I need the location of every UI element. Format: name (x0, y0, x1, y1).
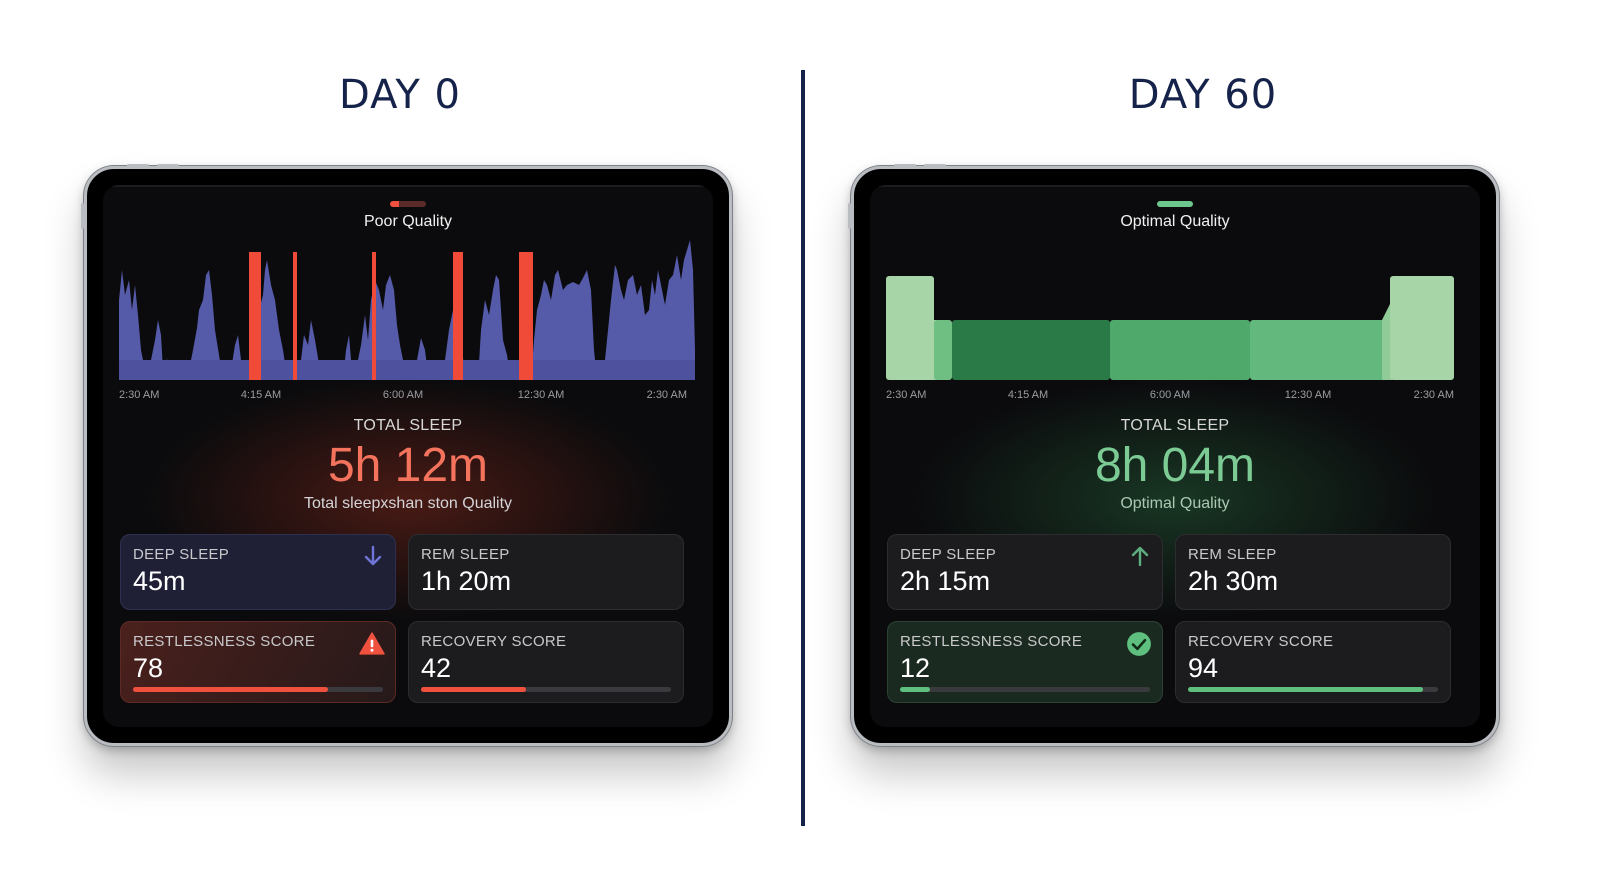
time-axis-label: 2:30 AM (1414, 389, 1454, 400)
tablet-button (924, 164, 946, 167)
warning-icon (359, 632, 385, 655)
restlessness-score-card[interactable]: RESTLESSNESS SCORE 78 (120, 621, 396, 703)
total-sleep-value: 8h 04m (1094, 439, 1256, 492)
deep-sleep-card[interactable]: DEEP SLEEP 2h 15m (887, 534, 1163, 610)
day-60-title: DAY 60 (1128, 72, 1278, 118)
card-value: 12 (900, 653, 931, 683)
time-axis-label: 2:30 AM (886, 389, 926, 400)
screen-top-line (103, 185, 713, 187)
total-sleep-label: TOTAL SLEEP (1120, 417, 1230, 434)
time-axis-label: 12:30 AM (1285, 389, 1331, 400)
card-label: DEEP SLEEP (900, 546, 997, 563)
tablet-button (157, 164, 179, 167)
disruption-bar (372, 252, 376, 380)
quality-indicator-pill (390, 201, 426, 207)
quality-indicator-pill (1157, 201, 1193, 207)
card-value: 78 (133, 653, 164, 683)
recovery-score-card[interactable]: RECOVERY SCORE 42 (408, 621, 684, 703)
total-sleep-caption: Optimal Quality (1120, 495, 1230, 512)
recovery-progress-fill (1188, 687, 1423, 692)
time-axis-label: 12:30 AM (518, 389, 564, 400)
check-circle-icon (1127, 632, 1151, 656)
total-sleep-caption: Total sleepxshan ston Quality (303, 495, 513, 512)
card-value: 94 (1188, 653, 1219, 683)
day-0-title: DAY 0 (339, 72, 461, 118)
screen-day-60: Optimal Quality 2:30 AM 4:15 AM 6:00 AM … (870, 185, 1480, 727)
card-value: 2h 15m (900, 566, 991, 596)
sleep-chart-day-60: 2:30 AM 4:15 AM 6:00 AM 12:30 AM 2:30 AM (886, 276, 1454, 400)
time-axis-label: 4:15 AM (241, 389, 281, 400)
disruption-bar (249, 252, 261, 380)
restlessness-progress-fill (133, 687, 328, 692)
rem-sleep-card[interactable]: REM SLEEP 2h 30m (1175, 534, 1451, 610)
card-value: 45m (133, 566, 186, 596)
sleep-chart-day-0: 2:30 AM 4:15 AM 6:00 AM 12:30 AM 2:30 AM (119, 240, 695, 400)
card-value: 2h 30m (1188, 566, 1279, 596)
restlessness-progress-track (900, 687, 1150, 692)
arrow-down-icon (364, 545, 382, 566)
card-label: DEEP SLEEP (133, 546, 230, 563)
time-axis-label: 2:30 AM (119, 389, 159, 400)
baseline-band (119, 360, 695, 380)
sleep-stage-block (1390, 276, 1454, 380)
tablet-button (894, 164, 916, 167)
sleep-stage-block (934, 320, 952, 380)
tablet-side-button (81, 203, 84, 229)
total-sleep-value: 5h 12m (327, 439, 489, 492)
sleep-stage-block (952, 320, 1110, 380)
comparison-divider (801, 70, 805, 826)
deep-sleep-card[interactable]: DEEP SLEEP 45m (120, 534, 396, 610)
quality-label: Poor Quality (363, 213, 453, 230)
disruption-bar (453, 252, 463, 380)
card-label: RECOVERY SCORE (1188, 633, 1334, 650)
tablet-side-button (848, 203, 851, 229)
screen-day-0: Poor Quality 2:30 AM 4:15 AM 6:00 AM 12:… (103, 185, 713, 727)
disruption-bar (519, 252, 533, 380)
quality-label: Optimal Quality (1120, 213, 1230, 230)
screen-top-line (870, 185, 1480, 187)
recovery-progress-fill (421, 687, 526, 692)
time-axis-label: 6:00 AM (1150, 389, 1190, 400)
tablet-day-60: Optimal Quality 2:30 AM 4:15 AM 6:00 AM … (848, 164, 1499, 746)
restlessness-progress-fill (900, 687, 930, 692)
card-label: RESTLESSNESS SCORE (900, 633, 1083, 650)
disruption-bar (293, 252, 297, 380)
card-value: 42 (421, 653, 452, 683)
card-label: RECOVERY SCORE (421, 633, 567, 650)
total-sleep-label: TOTAL SLEEP (353, 417, 463, 434)
sleep-stage-transition (1382, 300, 1392, 380)
recovery-score-card[interactable]: RECOVERY SCORE 94 (1175, 621, 1451, 703)
card-label: RESTLESSNESS SCORE (133, 633, 316, 650)
restlessness-progress-track (133, 687, 383, 692)
time-axis-label: 6:00 AM (383, 389, 423, 400)
time-axis-label: 2:30 AM (647, 389, 687, 400)
recovery-progress-track (1188, 687, 1438, 692)
tablet-day-0: Poor Quality 2:30 AM 4:15 AM 6:00 AM 12:… (81, 164, 732, 746)
card-label: REM SLEEP (421, 546, 510, 563)
tablet-button (127, 164, 149, 167)
time-axis-label: 4:15 AM (1008, 389, 1048, 400)
sleep-stage-block (886, 276, 934, 380)
restlessness-score-card[interactable]: RESTLESSNESS SCORE 12 (887, 621, 1163, 703)
sleep-activity-area (119, 240, 695, 380)
card-label: REM SLEEP (1188, 546, 1277, 563)
sleep-stage-block (1250, 320, 1388, 380)
rem-sleep-card[interactable]: REM SLEEP 1h 20m (408, 534, 684, 610)
recovery-progress-track (421, 687, 671, 692)
sleep-stage-block (1110, 320, 1250, 380)
card-value: 1h 20m (421, 566, 512, 596)
arrow-up-icon (1131, 546, 1149, 567)
